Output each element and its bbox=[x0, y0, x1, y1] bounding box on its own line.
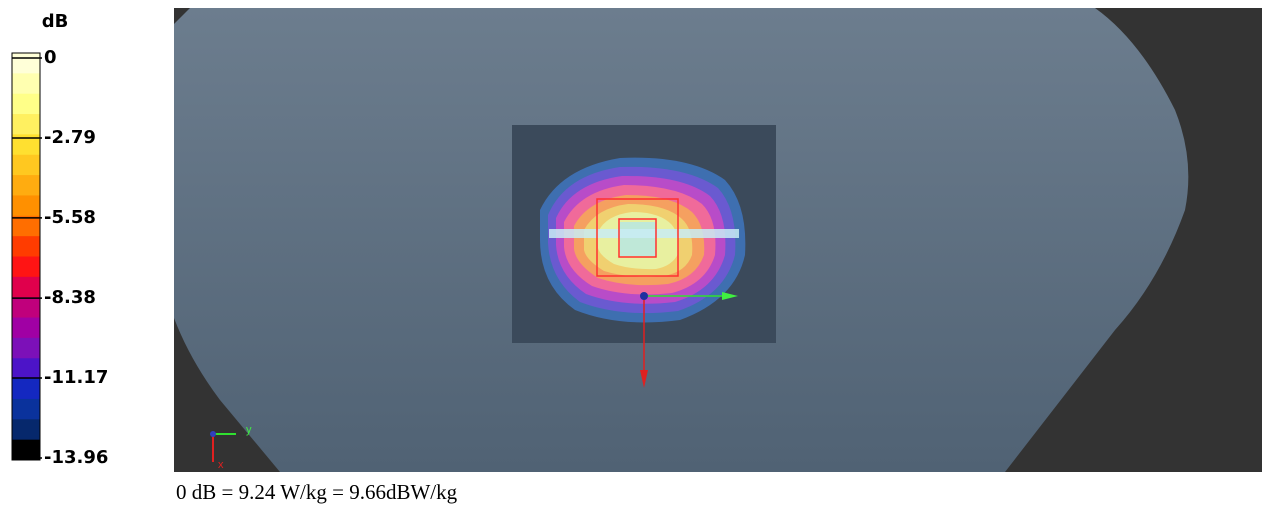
colorbar-segment bbox=[12, 419, 40, 441]
colorbar-segment bbox=[12, 297, 40, 319]
colorbar-segment bbox=[12, 175, 40, 196]
colorbar-segment bbox=[12, 134, 40, 156]
colorbar-tick-label: -5.58 bbox=[44, 207, 96, 228]
colorbar-segment bbox=[12, 358, 40, 380]
colorbar-segment bbox=[12, 378, 40, 400]
colorbar-segment bbox=[12, 398, 40, 420]
sar-plot: dB 0 -2.79 -5.58 -8.38 -11.17 -13.96 y x bbox=[11, 8, 1262, 472]
colorbar: 0 -2.79 -5.58 -8.38 -11.17 -13.96 bbox=[11, 47, 108, 468]
caption: 0 dB = 9.24 W/kg = 9.66dBW/kg bbox=[176, 480, 458, 504]
colorbar-segment bbox=[12, 195, 40, 217]
colorbar-segment bbox=[12, 154, 40, 176]
colorbar-segment bbox=[12, 337, 40, 359]
colorbar-segment bbox=[12, 93, 40, 115]
colorbar-segment bbox=[12, 256, 40, 278]
colorbar-segment bbox=[12, 317, 40, 339]
colorbar-frame bbox=[11, 52, 41, 461]
colorbar-segment bbox=[12, 73, 40, 95]
3d-view: y x bbox=[174, 8, 1262, 472]
colorbar-segment bbox=[12, 215, 40, 237]
axis-x-label: x bbox=[218, 459, 224, 471]
colorbar-segment bbox=[12, 53, 40, 74]
colorbar-tick-label: -2.79 bbox=[44, 127, 96, 148]
colorbar-tick-label: 0 bbox=[44, 47, 57, 68]
colorbar-segment bbox=[12, 439, 40, 461]
colorbar-segment bbox=[12, 114, 40, 135]
colorbar-tick-label: -13.96 bbox=[44, 447, 108, 468]
colorbar-tick-label: -8.38 bbox=[44, 287, 96, 308]
colorbar-segment bbox=[12, 236, 40, 257]
colorbar-unit: dB bbox=[42, 11, 69, 32]
colorbar-segment bbox=[12, 276, 40, 298]
axis-y-label: y bbox=[246, 424, 252, 436]
colorbar-tick-label: -11.17 bbox=[44, 367, 108, 388]
